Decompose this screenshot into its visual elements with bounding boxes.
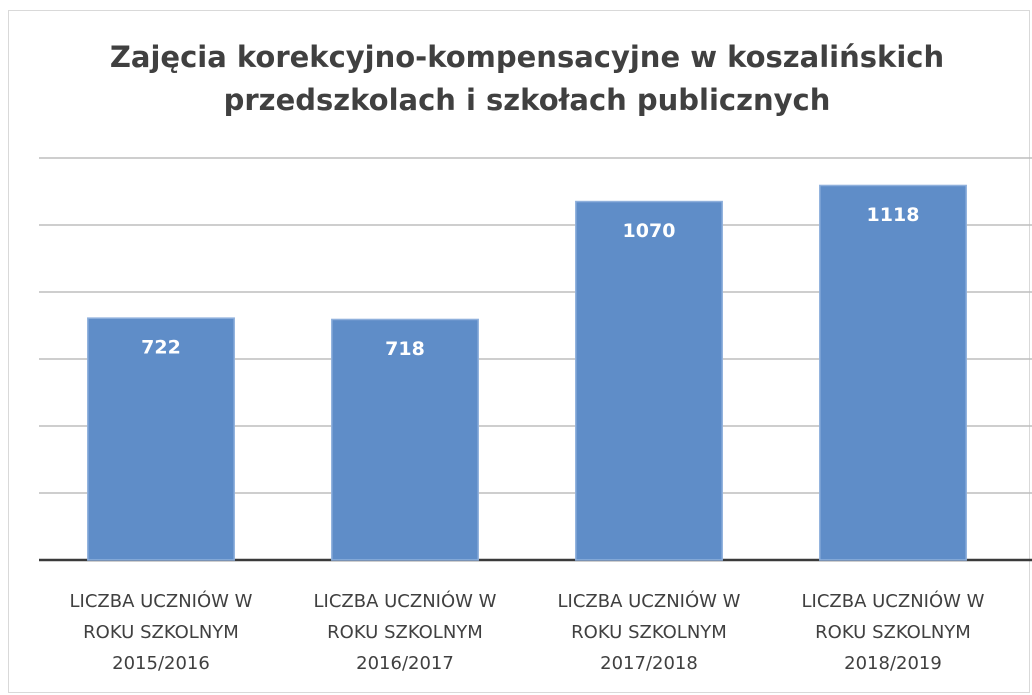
x-tick-label: LICZBA UCZNIÓW W ROKU SZKOLNYM 2015/2016 <box>69 591 253 674</box>
value-label: 718 <box>385 338 425 360</box>
bar <box>87 317 235 561</box>
value-label: 722 <box>141 337 181 359</box>
bar <box>575 200 723 561</box>
bar <box>331 318 479 561</box>
chart-frame <box>8 10 1030 693</box>
value-label: 1070 <box>623 220 676 242</box>
x-tick-label: LICZBA UCZNIÓW W ROKU SZKOLNYM 2018/2019 <box>801 591 985 674</box>
value-label: 1118 <box>867 204 920 226</box>
chart-title: Zajęcia korekcyjno-kompensacyjne w kosza… <box>109 40 945 117</box>
x-tick-label: LICZBA UCZNIÓW W ROKU SZKOLNYM 2016/2017 <box>313 591 497 674</box>
x-tick-label: LICZBA UCZNIÓW W ROKU SZKOLNYM 2017/2018 <box>557 591 741 674</box>
bar <box>819 184 967 561</box>
